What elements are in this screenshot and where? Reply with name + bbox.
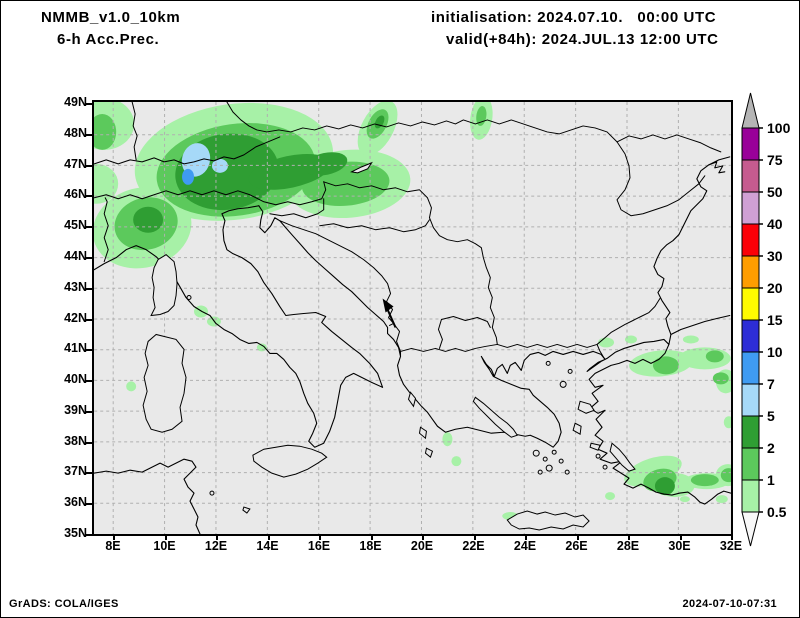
lat-tick	[86, 226, 92, 229]
legend-label: 100	[767, 120, 791, 136]
lon-tick-label: 8E	[105, 539, 121, 553]
plot-timestamp: 2024-07-10-07:31	[682, 598, 777, 610]
lon-tick-label: 32E	[719, 539, 743, 553]
lat-tick	[86, 441, 92, 444]
legend-segment	[741, 447, 760, 481]
lon-tick	[216, 534, 218, 540]
model-title: NMMB_v1.0_10km	[41, 9, 181, 26]
legend-label: 2	[767, 440, 775, 456]
legend-label: 40	[767, 216, 783, 232]
lon-tick	[628, 534, 630, 540]
init-time: initialisation: 2024.07.10. 00:00 UTC	[431, 9, 717, 26]
lon-tick	[267, 534, 270, 540]
legend-segment	[741, 159, 760, 193]
lat-tick-label: 37N	[64, 464, 87, 479]
lat-tick-label: 38N	[64, 433, 87, 448]
legend-segment	[741, 319, 760, 353]
legend-label: 75	[767, 152, 783, 168]
lon-tick	[422, 534, 424, 540]
legend-above-arrow	[741, 92, 760, 129]
lon-tick	[319, 534, 321, 540]
lat-tick-label: 46N	[64, 187, 87, 202]
legend-label: 30	[767, 248, 783, 264]
lat-tick	[86, 349, 92, 352]
legend-segment	[741, 255, 760, 289]
lat-tick-label: 42N	[64, 310, 87, 325]
lat-tick-label: 48N	[64, 125, 87, 140]
location-marker	[382, 298, 397, 328]
legend-segment	[741, 287, 760, 321]
legend-label: 5	[767, 408, 775, 424]
lon-tick-label: 20E	[410, 539, 434, 553]
lat-tick-label: 35N	[64, 526, 87, 540]
lat-tick	[86, 503, 92, 506]
lat-tick-label: 36N	[64, 495, 87, 510]
lat-tick	[86, 534, 92, 536]
lon-tick-label: 16E	[307, 539, 331, 553]
lat-tick-label: 39N	[64, 402, 87, 417]
graticule	[94, 102, 731, 534]
lat-tick	[86, 410, 92, 413]
country-borders	[94, 102, 722, 360]
legend-label: 50	[767, 184, 783, 200]
legend-label: 1	[767, 472, 775, 488]
lon-tick-label: 26E	[565, 539, 588, 553]
legend-segment	[741, 191, 760, 225]
lat-tick	[86, 195, 92, 198]
lat-tick	[86, 472, 92, 475]
legend-segment	[741, 383, 760, 417]
lon-tick-label: 18E	[359, 539, 382, 553]
lon-tick	[370, 534, 373, 540]
lat-tick-label: 49N	[64, 95, 87, 109]
legend-segment	[741, 127, 760, 161]
lat-tick	[86, 318, 92, 321]
lon-tick-label: 22E	[462, 539, 485, 553]
legend-segment	[741, 415, 760, 449]
lon-tick	[576, 534, 579, 540]
lon-tick	[473, 534, 476, 540]
lat-tick	[86, 287, 92, 290]
legend-segment	[741, 479, 760, 513]
legend-segment	[741, 223, 760, 257]
lat-tick	[86, 103, 92, 105]
lon-tick-label: 24E	[513, 539, 537, 553]
legend-label: 10	[767, 344, 783, 360]
legend-label: 20	[767, 280, 783, 296]
product-title: 6-h Acc.Prec.	[57, 31, 160, 48]
grads-credit: GrADS: COLA/IGES	[9, 598, 119, 610]
map-frame	[92, 100, 733, 536]
lat-tick-label: 47N	[64, 156, 87, 171]
lat-tick-label: 45N	[64, 218, 87, 233]
map-canvas	[94, 102, 731, 534]
lon-tick-label: 28E	[616, 539, 640, 553]
lat-tick	[86, 164, 92, 167]
lon-tick-label: 14E	[256, 539, 279, 553]
lat-tick	[86, 256, 92, 259]
legend-label: 15	[767, 312, 783, 328]
lat-tick	[86, 133, 92, 136]
legend-segment	[741, 351, 760, 385]
lat-tick-label: 40N	[64, 372, 87, 387]
lon-tick	[164, 534, 167, 540]
legend-label: 0.5	[767, 504, 787, 520]
lon-tick	[731, 534, 733, 540]
islands	[142, 161, 636, 531]
lon-tick	[113, 534, 115, 540]
lon-tick-label: 12E	[204, 539, 228, 553]
lat-tick-label: 41N	[64, 341, 87, 356]
lon-tick-label: 10E	[153, 539, 176, 553]
lat-tick-label: 43N	[64, 279, 87, 294]
valid-time: valid(+84h): 2024.JUL.13 12:00 UTC	[446, 31, 719, 48]
lat-tick	[86, 380, 92, 383]
lon-tick-label: 30E	[668, 539, 691, 553]
lon-tick	[679, 534, 682, 540]
lat-tick-label: 44N	[64, 248, 87, 263]
lon-tick	[525, 534, 527, 540]
legend-label: 7	[767, 376, 775, 392]
legend-below-arrow	[741, 511, 760, 547]
